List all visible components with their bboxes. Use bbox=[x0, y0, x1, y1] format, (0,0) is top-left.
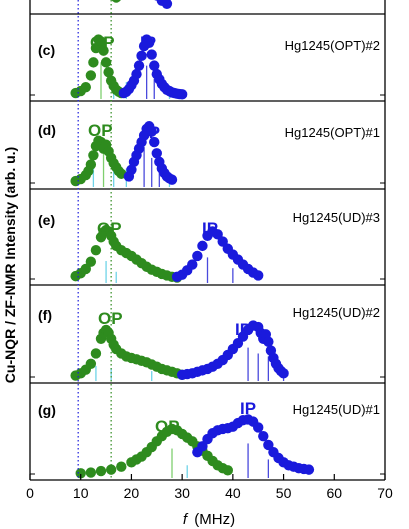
ip-data-point bbox=[143, 37, 155, 48]
panel-e: (e) Hg1245(UD)#3 OP IP bbox=[30, 188, 385, 283]
sample-label: Hg1245(OPT)#2 bbox=[285, 38, 380, 53]
ip-data-point bbox=[197, 240, 208, 252]
op-data-point bbox=[95, 36, 107, 47]
ip-data-point bbox=[151, 148, 162, 159]
op-data-point bbox=[85, 159, 97, 170]
panel-tag: (d) bbox=[38, 122, 56, 138]
panel-plot-area bbox=[70, 320, 289, 381]
ip-data-point bbox=[131, 68, 142, 80]
ip-data-point bbox=[253, 422, 264, 433]
ip-data-point bbox=[192, 250, 203, 262]
ip-data-point bbox=[146, 126, 157, 137]
ip-data-point bbox=[263, 439, 274, 451]
op-data-point bbox=[88, 57, 99, 68]
sample-label: Hg1245(OPT)#1 bbox=[285, 125, 380, 140]
op-data-point bbox=[80, 263, 91, 275]
ip-data-point bbox=[146, 49, 157, 60]
panel-tag: (g) bbox=[38, 402, 56, 418]
sample-label: Hg1245(UD)#1 bbox=[293, 402, 380, 417]
panel-plot-area bbox=[70, 121, 178, 187]
panel-tag: (f) bbox=[38, 307, 52, 323]
ip-label: IP bbox=[202, 219, 218, 238]
panel-plot-area bbox=[70, 34, 188, 100]
x-tick-label: 50 bbox=[276, 485, 292, 501]
op-data-point bbox=[111, 0, 121, 3]
panel-plot-area bbox=[75, 414, 315, 479]
ip-label: IP bbox=[235, 320, 251, 339]
op-label: OP bbox=[98, 309, 123, 328]
ip-label: IP bbox=[144, 123, 160, 142]
panel-tag: (c) bbox=[38, 42, 55, 58]
ip-data-point bbox=[136, 50, 147, 62]
x-tick-label: 10 bbox=[73, 485, 89, 501]
op-data-point bbox=[85, 256, 97, 267]
ip-data-point bbox=[197, 441, 208, 452]
x-tick-label: 30 bbox=[174, 485, 190, 501]
x-axis-label: f (MHz) bbox=[183, 511, 235, 528]
ip-data-point bbox=[166, 174, 178, 185]
op-data-point bbox=[100, 57, 112, 68]
ip-data-point bbox=[253, 270, 264, 281]
op-data-point bbox=[105, 464, 117, 475]
op-data-point bbox=[88, 150, 99, 161]
ip-data-point bbox=[176, 89, 188, 100]
ip-data-point bbox=[126, 164, 137, 175]
ip-data-point bbox=[161, 0, 173, 9]
panel-d: (d) Hg1245(OPT)#1 OP IP bbox=[30, 100, 385, 187]
op-data-point bbox=[85, 70, 97, 81]
ip-data-point bbox=[149, 136, 160, 148]
ip-data-point bbox=[263, 336, 274, 347]
op-data-point bbox=[90, 245, 102, 256]
x-axis-label-symbol: f bbox=[183, 511, 189, 528]
panel-tag: (e) bbox=[38, 212, 55, 228]
op-label: OP bbox=[90, 33, 115, 52]
ip-data-point bbox=[149, 60, 160, 71]
panel-plot-area bbox=[70, 224, 264, 283]
panels-group: (c) Hg1245(OPT)#2 OP IP (d) Hg1245(OPT)#1 OP IP… bbox=[29, 0, 386, 481]
op-label: OP bbox=[88, 121, 113, 140]
op-data-point bbox=[116, 461, 127, 472]
sample-label: Hg1245(UD)#2 bbox=[293, 305, 380, 320]
panel-f: (f) Hg1245(UD)#2 OP IP bbox=[30, 284, 385, 381]
ip-label: IP bbox=[140, 33, 156, 52]
op-data-point bbox=[75, 468, 86, 479]
op-data-point bbox=[80, 81, 91, 93]
x-tick-label: 70 bbox=[377, 485, 393, 501]
x-tick-label: 0 bbox=[26, 485, 34, 501]
op-data-point bbox=[98, 45, 109, 56]
y-axis-label: Cu-NQR / ZF-NMR Intensity (arb. u.) bbox=[2, 147, 18, 383]
panel-c: (c) Hg1245(OPT)#2 OP IP bbox=[30, 13, 385, 100]
ip-data-point bbox=[303, 464, 315, 475]
ip-data-point bbox=[217, 236, 228, 247]
ip-data-point bbox=[187, 259, 198, 270]
ip-data-point bbox=[133, 60, 145, 71]
ip-data-point bbox=[258, 430, 269, 442]
x-axis: 0 10 20 30 40 50 60 70 bbox=[26, 474, 393, 501]
op-data-point bbox=[95, 465, 107, 477]
x-tick-label: 40 bbox=[225, 485, 241, 501]
x-axis-label-unit: (MHz) bbox=[194, 511, 235, 528]
op-label: OP bbox=[97, 219, 122, 238]
op-label: OP bbox=[155, 417, 180, 436]
op-data-point bbox=[90, 348, 102, 359]
op-data-point bbox=[222, 465, 233, 476]
ip-data-point bbox=[278, 368, 289, 379]
op-data-point bbox=[85, 467, 97, 478]
sample-label: Hg1245(UD)#3 bbox=[293, 210, 380, 225]
x-tick-label: 60 bbox=[326, 485, 342, 501]
ip-data-point bbox=[212, 229, 223, 240]
panel-plot-area bbox=[111, 0, 173, 9]
op-data-point bbox=[85, 358, 97, 369]
panel-g: (g) Hg1245(UD)#1 OP IP bbox=[30, 382, 385, 479]
ip-label: IP bbox=[240, 399, 256, 418]
x-tick-label: 20 bbox=[124, 485, 140, 501]
panel-b bbox=[111, 0, 173, 9]
op-data-point bbox=[103, 66, 114, 78]
